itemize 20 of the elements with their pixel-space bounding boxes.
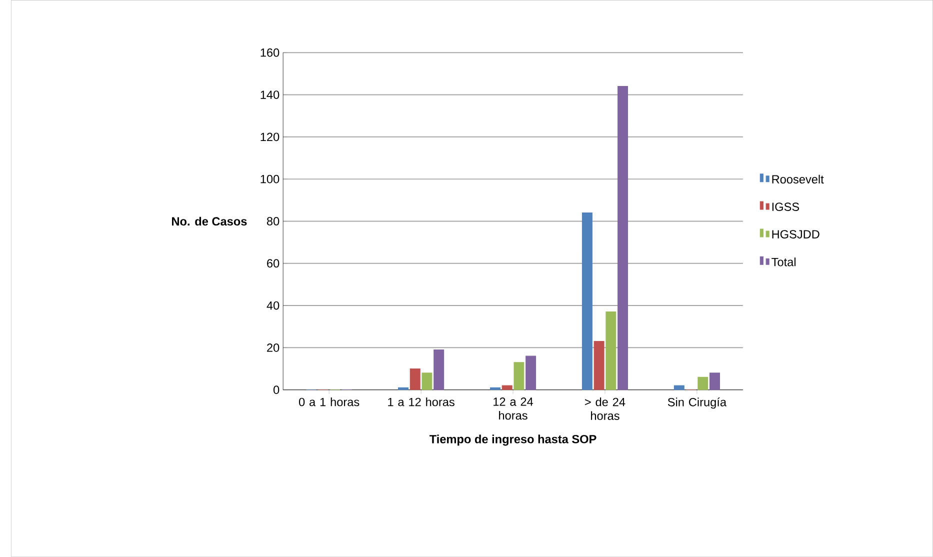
y-tick-label: 120: [260, 132, 280, 142]
y-axis-title: No. de Casos: [172, 216, 247, 226]
legend-label: HGSJDD: [772, 230, 820, 238]
y-tick-label: 140: [260, 90, 280, 99]
y-tick-label: 0: [274, 386, 280, 394]
x-tick-label: Sin Cirugía: [668, 397, 726, 409]
x-axis-title: Tiempo de ingreso hasta SOP: [430, 434, 596, 446]
legend-label: Total: [772, 257, 796, 266]
x-tick-label: 0 a 1 horas: [298, 397, 360, 406]
y-tick-label: 40: [266, 301, 280, 310]
x-tick-label: 1 a 12 horas: [388, 397, 454, 406]
legend-label: IGSS: [772, 202, 800, 211]
y-tick-label: 160: [260, 48, 280, 57]
y-tick-label: 20: [267, 343, 280, 352]
y-tick-label: 60: [267, 259, 280, 268]
legend-label: Roosevelt: [772, 174, 824, 184]
y-tick-label: 100: [260, 174, 280, 184]
y-tick-label: 80: [266, 216, 280, 226]
x-tick-label: 12 a 24 horas: [494, 397, 534, 420]
x-tick-label: > de 24 horas: [585, 397, 626, 420]
